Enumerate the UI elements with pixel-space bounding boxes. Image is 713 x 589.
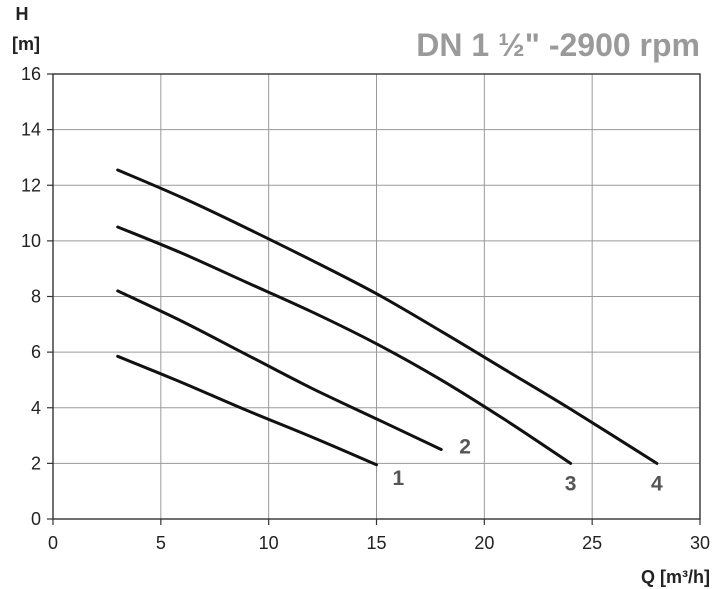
curve-3 [118, 227, 571, 463]
y-tick-label: 8 [31, 287, 41, 307]
chart-title: DN 1 ½" -2900 rpm [416, 27, 700, 63]
x-tick-label: 30 [690, 533, 710, 553]
x-tick-label: 15 [366, 533, 386, 553]
curve-label-4: 4 [651, 472, 663, 495]
y-axis-label-symbol: H [16, 4, 29, 24]
x-tick-label: 5 [156, 533, 166, 553]
x-tick-label: 0 [48, 533, 58, 553]
y-tick-label: 12 [21, 175, 41, 195]
y-tick-label: 2 [31, 453, 41, 473]
x-tick-label: 10 [259, 533, 279, 553]
y-tick-label: 4 [31, 398, 41, 418]
curve-label-2: 2 [459, 435, 471, 458]
x-tick-label: 25 [582, 533, 602, 553]
grid [47, 74, 700, 525]
y-tick-label: 6 [31, 342, 41, 362]
y-tick-label: 14 [21, 120, 41, 140]
curves [118, 170, 657, 465]
curve-2 [118, 291, 442, 450]
curve-4 [118, 170, 657, 463]
y-tick-label: 10 [21, 231, 41, 251]
y-tick-label: 16 [21, 64, 41, 84]
y-tick-label: 0 [31, 509, 41, 529]
x-axis-label: Q [m³/h] [641, 567, 710, 587]
curve-label-3: 3 [565, 472, 577, 495]
curve-label-1: 1 [393, 467, 405, 490]
y-axis-label-unit: [m] [12, 34, 40, 54]
x-tick-label: 20 [474, 533, 494, 553]
curve-1 [118, 356, 377, 465]
